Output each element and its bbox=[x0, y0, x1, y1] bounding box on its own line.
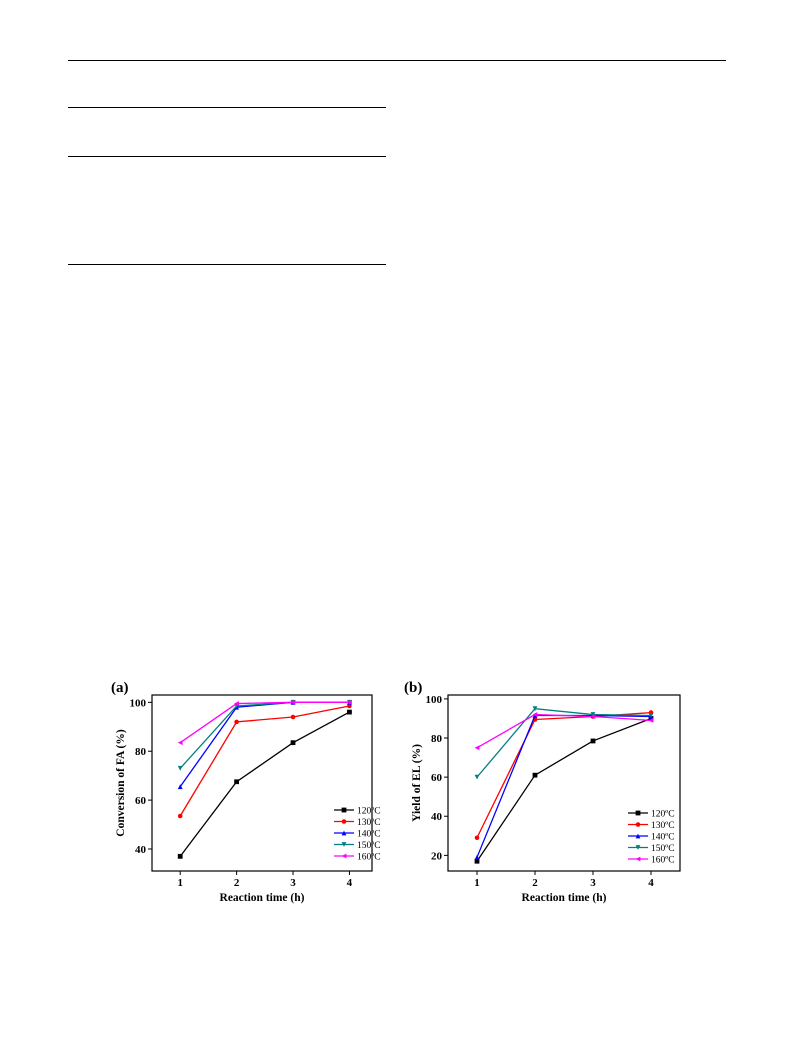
chart-b-legend-marker bbox=[635, 833, 641, 839]
chart-a-data-point bbox=[177, 853, 183, 859]
chart-b-series-line bbox=[476, 708, 652, 778]
chart-b-data-point bbox=[648, 718, 654, 723]
chart-a-xtick-label: 3 bbox=[290, 877, 296, 889]
chart-b-ytick-label: 100 bbox=[426, 694, 443, 706]
chart-b-data-point bbox=[532, 706, 538, 712]
chart-b-panel-label: (b) bbox=[404, 680, 422, 696]
chart-b-data-point bbox=[474, 774, 480, 780]
chart-b-data-point bbox=[532, 712, 538, 717]
chart-b-data-point bbox=[648, 713, 654, 718]
chart-b-xtick-label: 2 bbox=[532, 877, 538, 889]
chart-a-data-point bbox=[347, 709, 352, 715]
chart-a-plot-frame bbox=[151, 694, 373, 872]
chart-b-ytick-label: 20 bbox=[431, 850, 443, 862]
chart-a-xtick-label: 2 bbox=[234, 877, 240, 889]
chart-b-legend-label: 130ºC bbox=[651, 821, 675, 831]
chart-a-xtick-label: 4 bbox=[347, 877, 353, 889]
chart-b-series-line bbox=[476, 714, 652, 858]
header-rule bbox=[68, 60, 726, 61]
chart-a-legend-label: 140ºC bbox=[357, 830, 381, 840]
chart-b-legend-label: 150ºC bbox=[651, 844, 675, 854]
chart-b-legend-marker bbox=[635, 856, 641, 862]
chart-a-series-line bbox=[179, 701, 350, 769]
chart-b-data-point bbox=[532, 772, 538, 778]
chart-b-xtick-label: 1 bbox=[474, 877, 480, 889]
chart-b-legend-marker bbox=[635, 822, 641, 827]
chart-a-series-line bbox=[179, 705, 350, 817]
chart-a-data-point bbox=[177, 740, 183, 746]
chart-a-series-line bbox=[179, 711, 350, 857]
chart-b-yield: (b) 20 40 60 80 100 1 2 3 4 Reaction time (h) Yield… bbox=[404, 680, 681, 904]
chart-a-ytick-label: 80 bbox=[135, 746, 147, 758]
chart-a-legend-label: 120ºC bbox=[357, 807, 381, 817]
chart-b-legend-label: 140ºC bbox=[651, 833, 675, 843]
chart-b-data-point bbox=[590, 738, 596, 744]
chart-a-panel-label: (a) bbox=[111, 680, 129, 696]
chart-b-data-point bbox=[590, 714, 596, 719]
chart-a-data-point bbox=[234, 701, 240, 706]
chart-b-legend-marker bbox=[635, 810, 641, 816]
chart-a-data-point bbox=[290, 699, 296, 705]
chart-a-data-point bbox=[177, 813, 183, 819]
chart-a-xtick-label: 1 bbox=[177, 877, 183, 889]
table-bottom-rule bbox=[68, 264, 386, 265]
chart-a-ylabel: Conversion of FA (%) bbox=[115, 729, 127, 837]
chart-a-legend-marker bbox=[341, 830, 347, 836]
chart-a-ytick-label: 100 bbox=[130, 697, 147, 709]
chart-b-legend-label: 120ºC bbox=[651, 810, 675, 820]
table-top-rule bbox=[68, 107, 386, 108]
chart-a-data-point bbox=[234, 779, 240, 785]
chart-a-legend-label: 130ºC bbox=[357, 818, 381, 828]
chart-b-ytick-label: 40 bbox=[431, 811, 443, 823]
chart-a-data-point bbox=[177, 784, 183, 790]
chart-a-data-point bbox=[177, 765, 183, 771]
chart-a-data-point bbox=[347, 699, 352, 705]
chart-a-ytick-label: 40 bbox=[135, 844, 147, 856]
chart-b-data-point bbox=[474, 858, 480, 864]
chart-b-ytick-label: 60 bbox=[431, 772, 443, 784]
chart-a-xlabel: Reaction time (h) bbox=[220, 892, 305, 904]
chart-b-series-line bbox=[476, 713, 652, 749]
chart-a-ytick-label: 60 bbox=[135, 795, 147, 807]
chart-b-data-point bbox=[474, 835, 480, 841]
chart-b-legend-marker bbox=[635, 845, 641, 850]
chart-a-legend-marker bbox=[341, 807, 347, 813]
chart-a-legend-marker bbox=[341, 842, 347, 847]
chart-a-data-point bbox=[290, 714, 296, 720]
table-mid-rule bbox=[68, 156, 386, 157]
chart-b-data-point bbox=[474, 854, 480, 860]
chart-b-series-line bbox=[476, 711, 652, 839]
chart-a-data-point bbox=[347, 703, 352, 709]
chart-b-plot-frame bbox=[447, 694, 681, 872]
chart-b-legend-label: 160ºC bbox=[651, 856, 675, 866]
chart-b-xtick-label: 3 bbox=[590, 877, 596, 889]
chart-b-series-line bbox=[476, 717, 652, 862]
chart-a-data-point bbox=[290, 740, 296, 746]
chart-b-data-point bbox=[474, 745, 480, 751]
chart-a-legend-marker bbox=[341, 819, 347, 824]
chart-a-series-line bbox=[179, 701, 350, 744]
chart-b-xtick-label: 4 bbox=[648, 877, 654, 889]
chart-a-data-point bbox=[234, 719, 239, 725]
chart-b-ylabel: Yield of EL (%) bbox=[411, 744, 423, 822]
chart-a-legend-marker bbox=[341, 853, 347, 859]
chart-a-conversion: (a) 40 60 80 100 1 2 3 4 Reaction time (h) Convers… bbox=[111, 680, 381, 904]
chart-b-xlabel: Reaction time (h) bbox=[522, 892, 607, 904]
chart-b-ytick-label: 80 bbox=[431, 733, 443, 745]
chart-a-legend-label: 150ºC bbox=[357, 841, 381, 851]
chart-a-legend-label: 160ºC bbox=[357, 853, 381, 863]
chart-b-data-point bbox=[590, 712, 596, 717]
